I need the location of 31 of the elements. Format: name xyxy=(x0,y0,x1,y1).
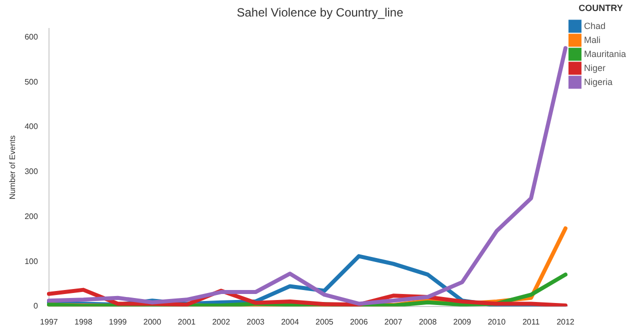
x-tick-label: 1998 xyxy=(74,317,93,326)
x-tick-label: 2001 xyxy=(178,317,196,326)
x-tick-label: 2012 xyxy=(556,317,575,326)
x-tick-label: 1997 xyxy=(40,317,58,326)
x-tick-label: 2011 xyxy=(522,317,540,326)
x-tick-label: 2008 xyxy=(418,317,438,326)
x-tick-label: 2010 xyxy=(488,317,506,326)
x-tick-label: 2007 xyxy=(384,317,403,326)
legend-label: Mauritania xyxy=(584,48,626,59)
y-tick-label: 600 xyxy=(24,32,38,42)
x-tick-label: 2009 xyxy=(453,317,472,326)
y-tick-label: 0 xyxy=(33,302,38,311)
y-tick-label: 200 xyxy=(24,212,38,221)
y-axis-title: Number of Events xyxy=(8,135,18,200)
x-tick-label: 2003 xyxy=(246,317,266,326)
legend-label: Mali xyxy=(584,34,600,45)
y-tick-label: 300 xyxy=(24,167,38,176)
y-tick-label: 400 xyxy=(24,122,38,132)
x-tick-label: 2002 xyxy=(212,317,231,326)
legend-label: Chad xyxy=(584,20,606,31)
x-tick-label: 1999 xyxy=(108,317,128,326)
x-tick-label: 2005 xyxy=(316,317,334,326)
x-tick-label: 2006 xyxy=(350,317,368,326)
legend-title: COUNTRY xyxy=(578,2,623,13)
y-tick-label: 500 xyxy=(24,77,38,86)
y-tick-label: 100 xyxy=(24,256,38,266)
legend-label: Nigeria xyxy=(584,76,612,87)
x-tick-label: 2000 xyxy=(143,317,162,326)
chart-title: Sahel Violence by Country_line xyxy=(236,6,404,20)
x-tick-label: 2004 xyxy=(281,317,300,326)
legend-label: Niger xyxy=(584,62,606,73)
